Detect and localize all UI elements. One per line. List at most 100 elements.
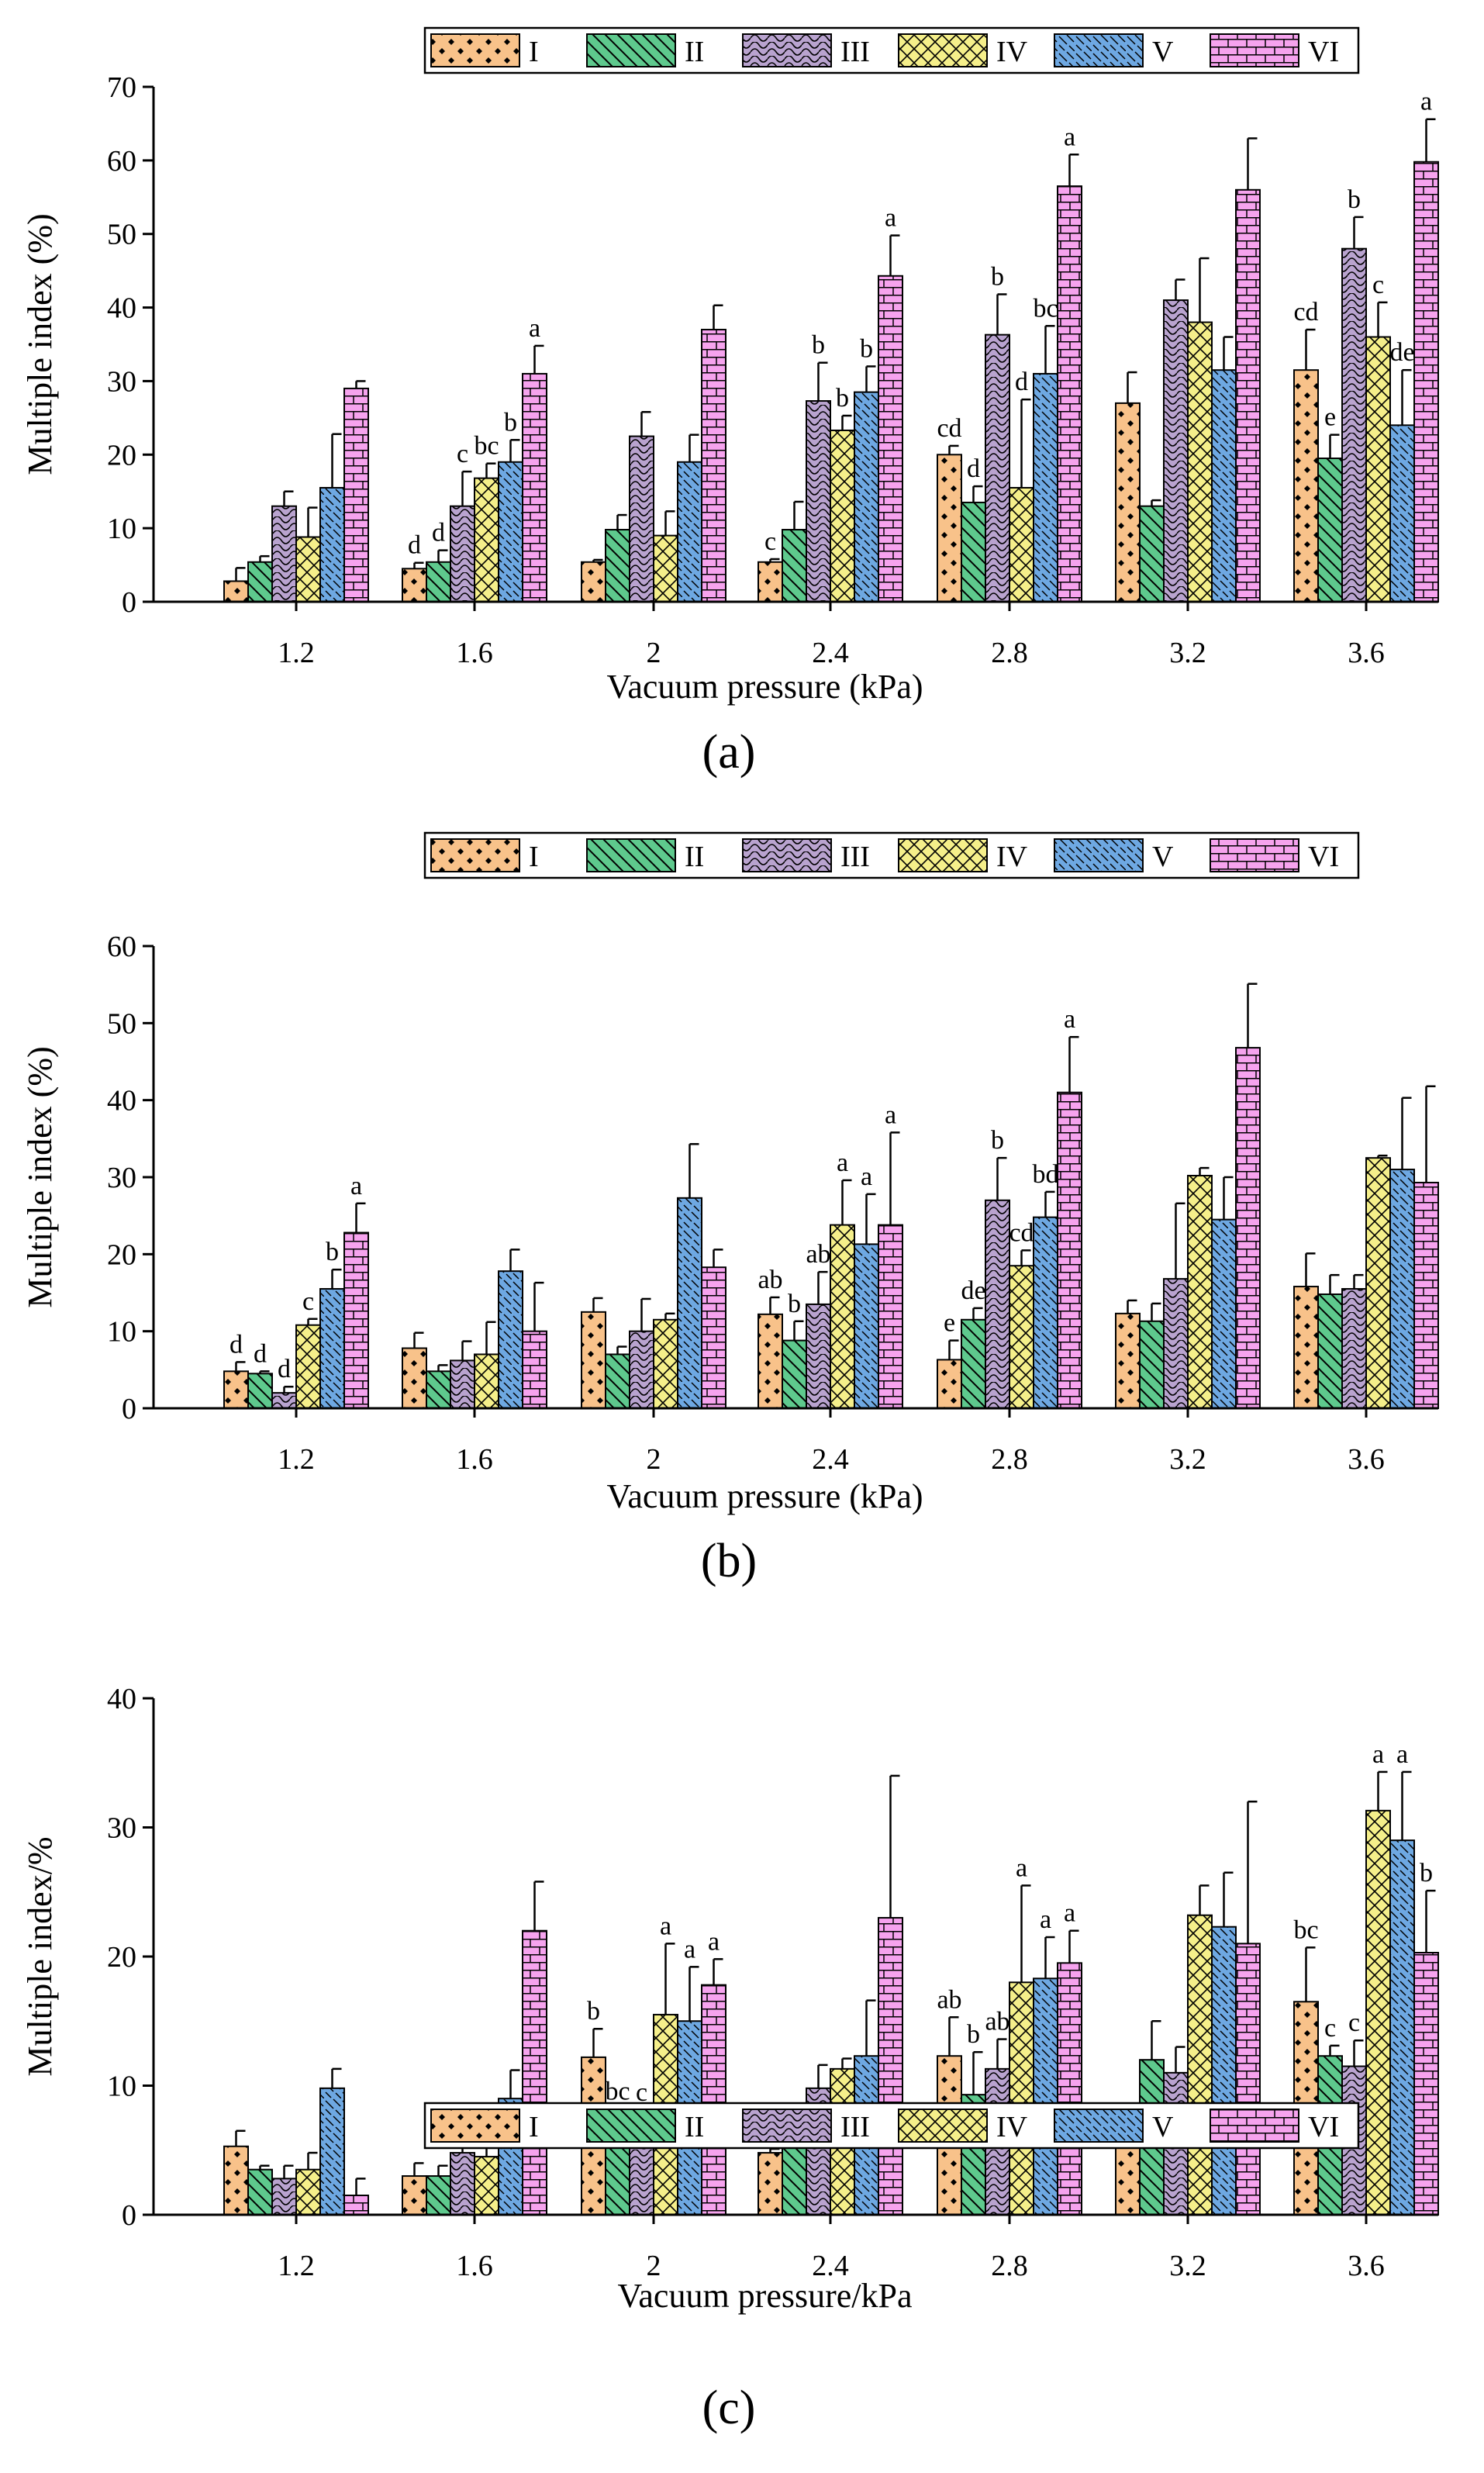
significance-letter: cd (1293, 298, 1318, 326)
bar-IV (1009, 486, 1034, 603)
x-tick-label: 1.6 (456, 637, 493, 669)
y-tick-label: 20 (107, 1238, 136, 1271)
bar-I (223, 2145, 249, 2216)
significance-letter: a (1016, 1853, 1027, 1882)
legend-label: III (840, 36, 870, 68)
y-tick-label: 20 (107, 1941, 136, 1974)
legend-label: III (840, 2111, 870, 2143)
legend-label: I (529, 841, 539, 873)
significance-letter: d (230, 1330, 243, 1359)
bar-III (271, 2178, 297, 2216)
significance-letter: bc (605, 2077, 630, 2105)
bar-VI (1057, 185, 1082, 603)
bar-VI (1413, 1952, 1439, 2216)
legend-swatch-IV (898, 33, 988, 67)
bar-III (271, 505, 297, 603)
bar-V (854, 391, 879, 603)
legend-label: V (1152, 2111, 1174, 2143)
bar-VI (878, 275, 903, 603)
legend-swatch-III (742, 2109, 832, 2143)
bar-VI (343, 1231, 369, 1410)
significance-letter: bc (1033, 294, 1058, 323)
legend-swatch-IV (898, 2109, 988, 2143)
bar-V (319, 1288, 345, 1409)
significance-letter: ab (937, 1985, 961, 2014)
significance-letter: b (991, 262, 1004, 291)
legend-label: IV (996, 2111, 1028, 2143)
x-axis-title: Vacuum pressure/kPa (617, 2277, 912, 2315)
bar-II (247, 1373, 273, 1410)
legend-label: II (685, 841, 704, 873)
y-tick-label: 70 (107, 71, 136, 104)
x-tick-label: 3.2 (1169, 637, 1206, 669)
bar-I (581, 561, 606, 603)
bar-V (1389, 1839, 1415, 2216)
legend-swatch-V (1054, 33, 1144, 67)
bar-II (1317, 458, 1343, 603)
significance-letter: b (326, 1238, 339, 1266)
significance-letter: a (1064, 1899, 1075, 1928)
y-tick-label: 10 (107, 513, 136, 545)
bar-I (1115, 402, 1141, 603)
bar-I (402, 2175, 427, 2216)
x-axis-title: Vacuum pressure (kPa) (606, 1477, 923, 1515)
legend-swatch-III (742, 33, 832, 67)
significance-letter: a (1372, 1740, 1384, 1769)
x-tick-label: 3.6 (1348, 1443, 1385, 1476)
y-tick-label: 40 (107, 292, 136, 325)
bar-V (677, 461, 702, 603)
legend-swatch-VI (1210, 838, 1299, 872)
significance-letter: cd (937, 414, 961, 443)
legend-label: V (1152, 36, 1174, 68)
bar-II (605, 1353, 630, 1410)
significance-letter: c (1372, 271, 1384, 299)
significance-letter: b (788, 1290, 801, 1318)
x-tick-label: 2 (647, 1443, 661, 1476)
bar-III (629, 2139, 654, 2216)
bar-I (402, 568, 427, 603)
legend-swatch-II (586, 2109, 676, 2143)
x-tick-label: 2.4 (812, 1443, 849, 1476)
legend-swatch-II (586, 33, 676, 67)
significance-letter: b (991, 1126, 1004, 1155)
bar-VI (1235, 1943, 1261, 2216)
significance-letter: b (1348, 185, 1361, 214)
bar-IV (1365, 336, 1391, 603)
significance-letter: de (961, 1276, 985, 1305)
bar-II (782, 529, 807, 603)
significance-letter: a (1040, 1905, 1051, 1934)
bar-III (806, 1303, 831, 1410)
significance-letter: a (350, 1172, 362, 1200)
significance-letter: e (944, 1309, 955, 1338)
bar-II (426, 2175, 451, 2216)
significance-letter: a (684, 1935, 695, 1964)
bar-I (1293, 369, 1319, 603)
legend-swatch-V (1054, 838, 1144, 872)
bar-V (1389, 1169, 1415, 1409)
significance-letter: a (1396, 1740, 1408, 1769)
significance-letter: a (1064, 1005, 1075, 1034)
x-tick-label: 3.2 (1169, 1443, 1206, 1476)
bar-IV (474, 1353, 499, 1410)
bar-VI (701, 1266, 726, 1409)
legend-swatch-VI (1210, 2109, 1299, 2143)
bar-III (271, 1392, 297, 1409)
bar-II (247, 561, 273, 603)
bar-III (450, 505, 475, 603)
y-tick-label: 30 (107, 1812, 136, 1845)
significance-letter: c (764, 527, 776, 556)
legend-label: I (529, 2111, 539, 2143)
bar-III (1163, 299, 1189, 603)
x-tick-label: 3.6 (1348, 2250, 1385, 2282)
bar-VI (1413, 161, 1439, 603)
y-tick-label: 30 (107, 365, 136, 398)
bar-II (961, 1318, 986, 1410)
legend-swatch-I (430, 33, 520, 67)
x-tick-label: 2 (647, 2250, 661, 2282)
significance-letter: a (885, 1100, 896, 1129)
significance-letter: b (967, 2020, 980, 2049)
significance-letter: d (278, 1355, 291, 1383)
bar-II (605, 529, 630, 603)
